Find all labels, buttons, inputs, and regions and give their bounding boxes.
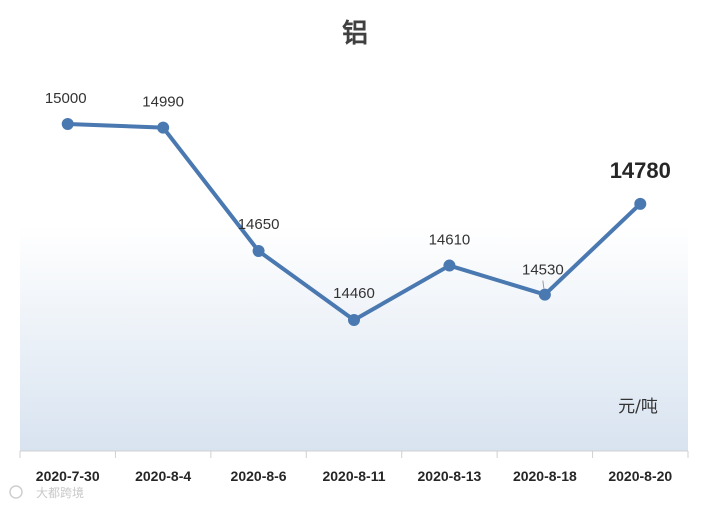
data-point <box>157 121 170 134</box>
data-point <box>634 197 647 210</box>
data-label: 14610 <box>429 232 471 249</box>
unit-label: 元/吨 <box>618 397 658 417</box>
data-label: 14780 <box>610 158 671 183</box>
data-point <box>443 259 456 272</box>
data-label: 14990 <box>142 94 184 111</box>
plot-area-background <box>20 225 688 451</box>
data-point <box>538 288 551 301</box>
x-tick-label: 2020-8-11 <box>322 468 385 484</box>
x-tick-label: 2020-8-18 <box>513 468 577 484</box>
chart-title: 铝 <box>342 19 368 49</box>
x-tick-label: 2020-8-20 <box>608 468 672 484</box>
data-point <box>348 314 360 326</box>
x-tick-label: 2020-7-30 <box>36 468 100 484</box>
data-label: 14530 <box>522 262 564 279</box>
label-leader-line <box>542 280 545 289</box>
data-label: 14650 <box>238 216 280 233</box>
data-point <box>61 118 74 130</box>
x-tick-label: 2020-8-6 <box>231 468 287 484</box>
watermark-text: 大都跨境 <box>36 485 84 500</box>
watermark: 大都跨境 <box>9 485 84 500</box>
data-label: 15000 <box>45 90 87 107</box>
data-label: 14460 <box>333 285 375 302</box>
x-tick-label: 2020-8-13 <box>418 468 482 484</box>
watermark-logo-icon <box>9 485 23 499</box>
data-point <box>252 245 265 258</box>
x-tick-label: 2020-8-4 <box>135 468 191 484</box>
